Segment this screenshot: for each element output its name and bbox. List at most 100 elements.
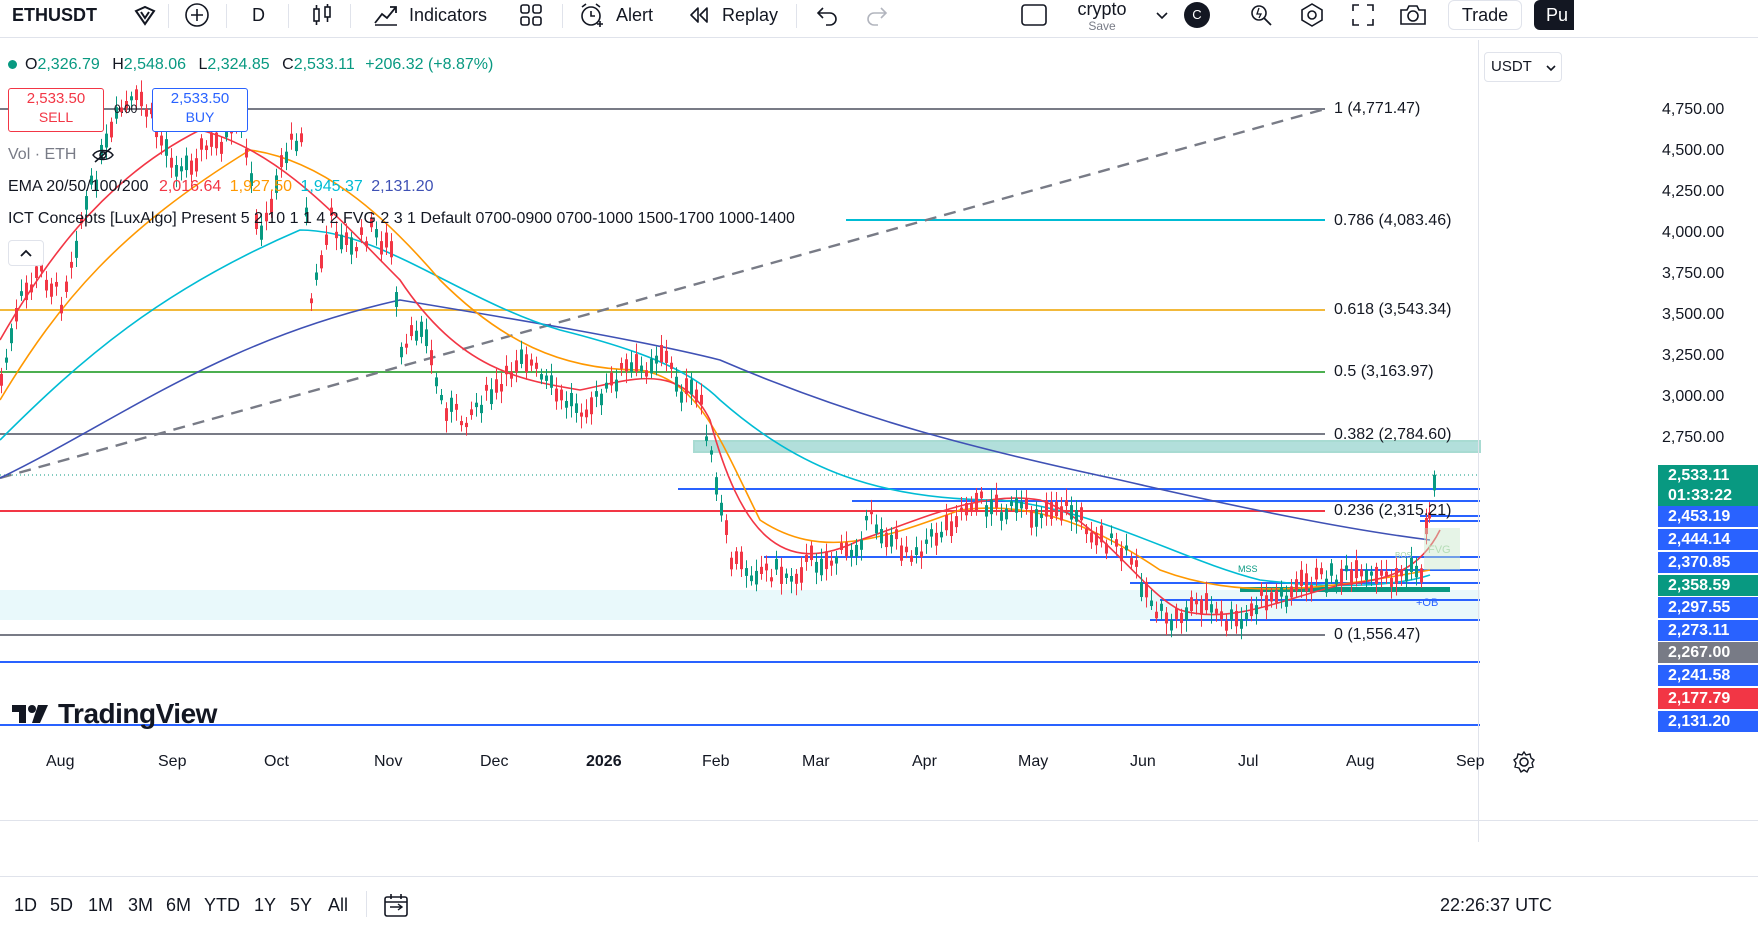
candle-body: [315, 272, 318, 280]
chart-canvas[interactable]: MSS FVG BOS +OB: [0, 40, 1758, 932]
range-button-1m[interactable]: 1M: [88, 895, 114, 915]
candle-body: [85, 196, 88, 210]
candle-body: [470, 409, 473, 416]
layout-name-button[interactable]: crypto Save: [1074, 0, 1130, 33]
range-button-1y[interactable]: 1Y: [254, 895, 277, 915]
price-axis-label: 3,750.00: [1662, 265, 1725, 282]
utc-clock[interactable]: 22:26:37 UTC: [1440, 895, 1553, 915]
range-button-ytd[interactable]: YTD: [204, 895, 240, 915]
candle-body: [395, 292, 398, 307]
range-button-5y[interactable]: 5Y: [290, 895, 313, 915]
candle-body: [750, 575, 753, 582]
toolbar-divider: [562, 4, 563, 28]
templates-icon[interactable]: [518, 0, 544, 30]
price-axis-label: 3,500.00: [1662, 306, 1725, 323]
layout-select-icon[interactable]: [1020, 0, 1048, 30]
volume-legend[interactable]: Vol · ETH: [8, 146, 115, 164]
candle-body: [1395, 568, 1398, 584]
candle-body: [115, 107, 118, 119]
ict-legend[interactable]: ICT Concepts [LuxAlgo] Present 5 2 10 1 …: [8, 210, 795, 228]
candle-body: [940, 531, 943, 538]
redo-icon[interactable]: [864, 0, 890, 30]
publish-button[interactable]: Pu: [1534, 0, 1574, 30]
candle-body: [280, 155, 283, 168]
alarm-clock-icon: [581, 3, 603, 27]
candle-body: [580, 412, 583, 417]
settings-gear-icon[interactable]: [1298, 0, 1326, 30]
candle-body: [810, 545, 813, 561]
candle-body: [1290, 586, 1293, 598]
candle-body: [665, 350, 668, 363]
candle-body: [1235, 610, 1238, 627]
candle-body: [1065, 500, 1068, 506]
trade-button[interactable]: Trade: [1448, 0, 1522, 30]
candle-body: [70, 261, 73, 268]
candle-body: [340, 234, 343, 250]
eye-hidden-icon[interactable]: [91, 146, 115, 164]
chart-pane[interactable]: MSS FVG BOS +OB O2,326.79 H2,548.06 L2,3…: [0, 40, 1758, 932]
layout-menu-chevron-icon[interactable]: [1154, 0, 1170, 30]
candle-body: [385, 232, 388, 248]
candle-body: [1428, 512, 1431, 519]
currency-select[interactable]: USDT: [1484, 52, 1562, 82]
quick-search-icon[interactable]: [1248, 0, 1274, 30]
price-axis-label: 4,500.00: [1662, 142, 1725, 159]
candle-body: [265, 212, 268, 222]
range-button-6m[interactable]: 6M: [166, 895, 192, 915]
compare-symbol-icon[interactable]: [132, 0, 158, 30]
axis-settings-gear-icon[interactable]: [1512, 750, 1536, 779]
fullscreen-icon[interactable]: [1350, 0, 1376, 30]
candle-body: [355, 247, 358, 252]
sell-button[interactable]: 2,533.50 SELL: [8, 88, 104, 132]
replay-button[interactable]: Replay: [686, 0, 778, 30]
candle-body: [975, 492, 978, 511]
candle-body: [150, 109, 153, 115]
candle-body: [910, 555, 913, 562]
undo-icon[interactable]: [814, 0, 840, 30]
collapse-legend-button[interactable]: [8, 240, 44, 266]
user-avatar[interactable]: C: [1184, 2, 1210, 28]
candle-body: [570, 392, 573, 407]
candle-body: [760, 566, 763, 574]
price-tag: 2,297.55: [1658, 597, 1758, 618]
camera-snapshot-icon[interactable]: [1398, 0, 1428, 30]
candle-body: [375, 229, 378, 238]
save-status: Save: [1088, 19, 1116, 33]
candle-body: [50, 283, 53, 297]
candle-body: [565, 400, 568, 408]
ema-50-value: 1,927.50: [229, 178, 293, 195]
candle-body: [865, 515, 868, 521]
range-button-3m[interactable]: 3M: [128, 895, 154, 915]
add-symbol-icon[interactable]: [184, 0, 210, 30]
range-button-1d[interactable]: 1D: [14, 895, 38, 915]
price-tag: 2,131.20: [1658, 711, 1758, 732]
ema-legend[interactable]: EMA 20/50/100/200 2,016.64 1,927.50 1,94…: [8, 178, 434, 196]
price-tag: 01:33:22: [1658, 485, 1758, 506]
price-tag: 2,533.11: [1658, 465, 1758, 486]
interval-button[interactable]: D: [252, 0, 265, 30]
price-tag: 2,273.11: [1658, 620, 1758, 641]
goto-date-calendar-icon[interactable]: [382, 891, 410, 924]
time-axis-label: Feb: [702, 753, 730, 770]
price-tag: 2,453.19: [1658, 506, 1758, 527]
ohlc-legend: O2,326.79 H2,548.06 L2,324.85 C2,533.11 …: [8, 56, 493, 74]
candle-body: [1175, 608, 1178, 619]
candle-body: [1060, 506, 1063, 521]
candle-body: [295, 140, 298, 152]
buy-button[interactable]: 2,533.50 BUY: [152, 88, 248, 132]
price-tag: 2,177.79: [1658, 688, 1758, 709]
toolbar-divider: [350, 4, 351, 28]
candle-body: [75, 240, 78, 258]
range-button-5d[interactable]: 5D: [50, 895, 74, 915]
candle-body: [740, 551, 743, 570]
candles-chart-type-icon[interactable]: [310, 0, 334, 30]
candle-body: [1135, 560, 1138, 567]
ema-200-line: [0, 299, 1431, 541]
alert-button[interactable]: Alert: [578, 0, 653, 30]
candle-body: [825, 551, 828, 570]
candle-body: [125, 101, 128, 109]
indicators-button[interactable]: Indicators: [372, 0, 487, 30]
symbol-search-button[interactable]: ETHUSDT: [12, 0, 97, 30]
range-button-all[interactable]: All: [328, 895, 349, 915]
candle-body: [875, 524, 878, 534]
